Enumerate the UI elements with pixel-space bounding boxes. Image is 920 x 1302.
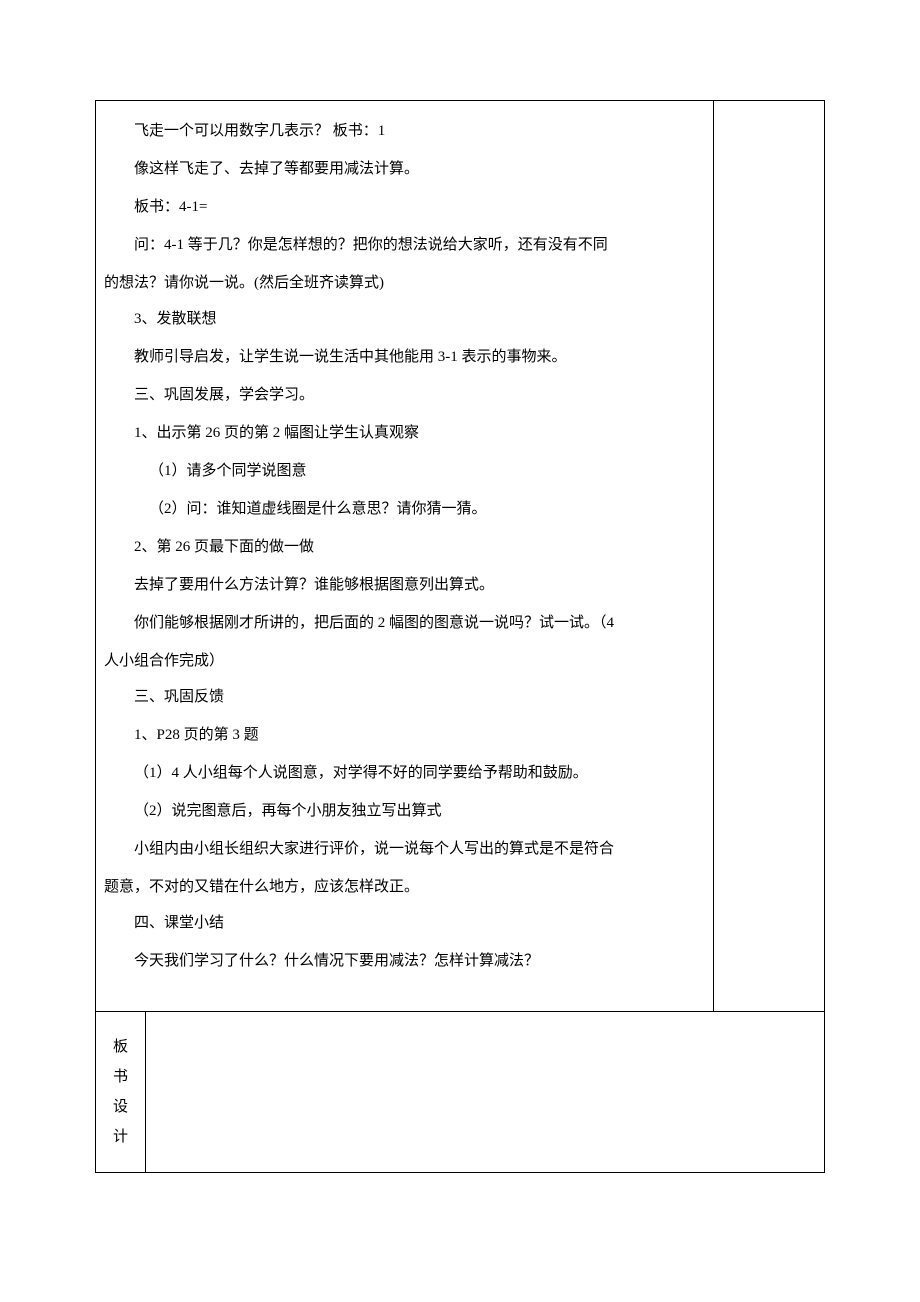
lesson-content-row: 飞走一个可以用数字几表示？ 板书：1像这样飞走了、去掉了等都要用减法计算。板书：… (96, 101, 824, 1012)
content-line: 问：4-1 等于几？你是怎样想的？把你的想法说给大家听，还有没有不同 (104, 227, 705, 263)
content-line: 1、P28 页的第 3 题 (104, 717, 705, 753)
board-design-content (146, 1012, 824, 1172)
content-line: 的想法？请你说一说。(然后全班齐读算式) (104, 265, 705, 301)
content-line: 2、第 26 页最下面的做一做 (104, 529, 705, 565)
content-line: 去掉了要用什么方法计算？谁能够根据图意列出算式。 (104, 567, 705, 603)
content-line: 教师引导启发，让学生说一说生活中其他能用 3-1 表示的事物来。 (104, 339, 705, 375)
content-line: （1）4 人小组每个人说图意，对学得不好的同学要给予帮助和鼓励。 (104, 755, 705, 791)
content-line: 3、发散联想 (104, 301, 705, 337)
label-char: 计 (113, 1122, 128, 1152)
content-line: （1）请多个同学说图意 (104, 453, 705, 489)
content-line: 今天我们学习了什么？什么情况下要用减法？怎样计算减法？ (104, 943, 705, 979)
lesson-content: 飞走一个可以用数字几表示？ 板书：1像这样飞走了、去掉了等都要用减法计算。板书：… (96, 101, 714, 1011)
content-line: （2）说完图意后，再每个小朋友独立写出算式 (104, 793, 705, 829)
content-line: 三、巩固发展，学会学习。 (104, 377, 705, 413)
right-margin-column (714, 101, 824, 1011)
content-line: 板书：4-1= (104, 189, 705, 225)
board-design-label: 板书设计 (96, 1012, 146, 1172)
document-table: 飞走一个可以用数字几表示？ 板书：1像这样飞走了、去掉了等都要用减法计算。板书：… (95, 100, 825, 1173)
content-line: 像这样飞走了、去掉了等都要用减法计算。 (104, 151, 705, 187)
label-char: 板 (113, 1032, 128, 1062)
label-char: 书 (113, 1062, 128, 1092)
board-design-row: 板书设计 (96, 1012, 824, 1172)
content-line: 1、出示第 26 页的第 2 幅图让学生认真观察 (104, 415, 705, 451)
content-line: 飞走一个可以用数字几表示？ 板书：1 (104, 113, 705, 149)
content-line: 小组内由小组长组织大家进行评价，说一说每个人写出的算式是不是符合 (104, 831, 705, 867)
label-char: 设 (113, 1092, 128, 1122)
content-line: 题意，不对的又错在什么地方，应该怎样改正。 (104, 869, 705, 905)
content-line: 你们能够根据刚才所讲的，把后面的 2 幅图的图意说一说吗？试一试。（4 (104, 605, 705, 641)
content-line: 三、巩固反馈 (104, 679, 705, 715)
content-line: 四、课堂小结 (104, 905, 705, 941)
content-line: 人小组合作完成） (104, 643, 705, 679)
content-line: （2）问：谁知道虚线圈是什么意思？请你猜一猜。 (104, 491, 705, 527)
